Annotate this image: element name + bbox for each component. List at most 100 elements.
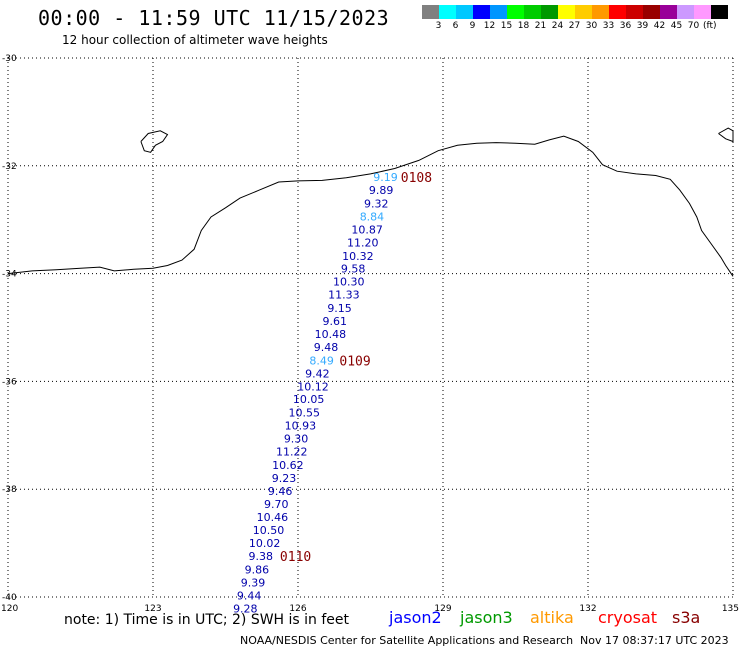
swh-value: 9.32 [364,198,389,211]
swh-value: 8.84 [360,210,385,223]
lat-tick-label: -36 [2,377,17,387]
swh-value: 9.42 [305,367,330,380]
swh-value: 9.19 [373,171,398,184]
swh-value: 9.86 [245,564,270,577]
page-subtitle: 12 hour collection of altimeter wave hei… [62,33,328,47]
swh-value: 11.33 [328,289,360,302]
page-title: 00:00 - 11:59 UTC 11/15/2023 [38,6,390,30]
time-label: 0109 [339,354,370,369]
legend-swatch [694,5,711,19]
swh-value: 11.20 [347,236,379,249]
legend-label: 12 [483,21,496,31]
swh-value: 9.39 [241,576,266,589]
legend-label: 24 [551,21,564,31]
satellite-altika: altika [530,608,574,627]
legend-swatch [626,5,643,19]
legend-label: 36 [619,21,632,31]
swh-value: 9.28 [233,602,258,615]
time-labels: 0108 0109 0110 [280,171,432,565]
satellite-s3a: s3a [672,608,701,627]
legend-swatch [524,5,541,19]
lon-tick-label: 135 [722,604,739,614]
legend-swatch [575,5,592,19]
color-scale-labels: 3 6 9 12 15 18 21 24 27 30 33 36 39 42 45 70 (ft) [422,21,717,31]
lat-tick-label: -34 [2,270,17,280]
lat-tick-label: -38 [2,485,17,495]
legend-swatch [422,5,439,19]
coastline [7,127,734,277]
legend-swatch [677,5,694,19]
legend-swatch [660,5,677,19]
satellite-jason2: jason2 [389,608,442,627]
swh-value: 9.70 [264,498,289,511]
swh-value: 10.12 [297,380,329,393]
swh-value: 9.15 [327,302,352,315]
swh-value: 10.50 [253,524,285,537]
legend-label: 33 [602,21,615,31]
legend-swatch [541,5,558,19]
swh-value: 10.87 [351,223,383,236]
legend-swatch [643,5,660,19]
swh-value: 10.62 [272,459,304,472]
swh-value: 10.48 [315,328,347,341]
legend-label: 15 [500,21,513,31]
swh-value: 9.30 [284,433,309,446]
legend-swatch [439,5,456,19]
graticule-grid [7,57,734,598]
legend-swatch [507,5,524,19]
lat-tick-label: -40 [2,593,17,603]
legend-label: 21 [534,21,547,31]
legend-swatch [473,5,490,19]
swh-value: 8.49 [309,354,334,367]
swh-value: 9.44 [237,589,262,602]
island-coast [140,130,169,153]
satellite-cryosat: cryosat [598,608,658,627]
swh-value: 10.55 [289,407,321,420]
swh-value: 9.46 [268,485,293,498]
legend-label: 39 [636,21,649,31]
altimeter-track: 9.199.899.328.8410.8711.2010.329.5810.30… [233,171,398,615]
swh-value: 9.89 [369,184,394,197]
legend-label: 18 [517,21,530,31]
swh-value: 10.32 [342,250,374,263]
lon-tick-label: 129 [434,604,451,614]
legend-label: 45 [670,21,683,31]
lon-tick-label: 120 [1,604,18,614]
legend-swatch [592,5,609,19]
legend-label: 30 [585,21,598,31]
swh-value: 10.30 [333,276,365,289]
swh-value: 10.46 [257,511,289,524]
swh-value: 9.48 [314,341,339,354]
swh-value: 11.22 [276,445,308,458]
legend-swatch [456,5,473,19]
time-label: 0110 [280,550,311,565]
legend-label: 70 [687,21,700,31]
mainland-coast [7,135,734,277]
credit-text: NOAA/NESDIS Center for Satellite Applica… [240,634,574,647]
swh-value: 10.93 [285,420,317,433]
satellite-jason3: jason3 [460,608,513,627]
legend-label: 3 [435,21,442,31]
swh-value: 10.05 [293,393,325,406]
legend-label: 27 [568,21,581,31]
timestamp-text: Nov 17 08:37:17 UTC 2023 [580,634,729,647]
note-text: note: 1) Time is in UTC; 2) SWH is in fe… [64,612,350,628]
legend-swatch [711,5,728,19]
lat-tick-label: -32 [2,162,17,172]
color-scale-legend [422,5,728,19]
legend-unit: (ft) [703,21,717,31]
lon-tick-label: 123 [144,604,161,614]
legend-label: 6 [452,21,459,31]
lon-tick-label: 132 [579,604,596,614]
swh-value: 9.38 [249,550,274,563]
legend-swatch [490,5,507,19]
swh-value: 10.02 [249,537,281,550]
lon-tick-label: 126 [289,604,306,614]
legend-label: 42 [653,21,666,31]
lat-tick-label: -30 [2,54,17,64]
legend-label: 9 [469,21,476,31]
swh-value: 9.58 [341,263,366,276]
swh-value: 9.23 [272,472,297,485]
